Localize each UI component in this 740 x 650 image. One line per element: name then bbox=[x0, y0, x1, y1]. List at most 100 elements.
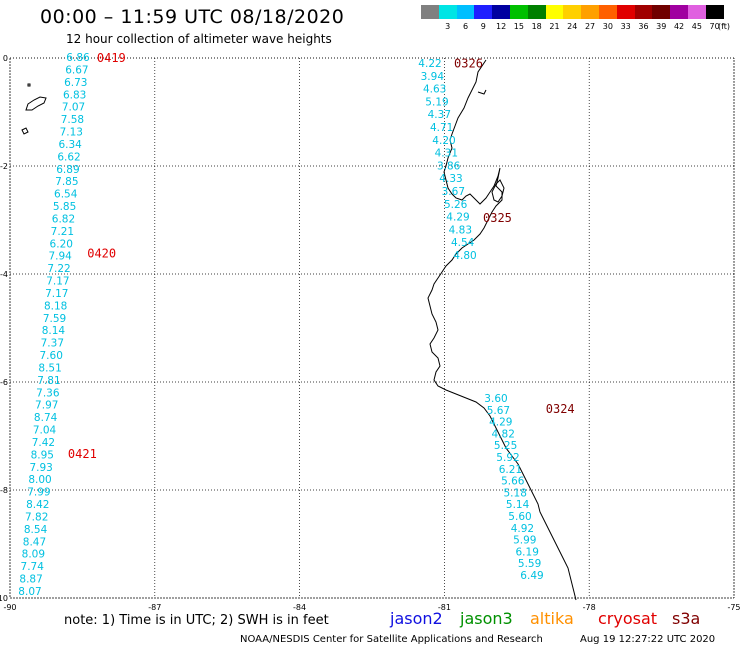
legend-label: 45 bbox=[691, 22, 702, 31]
color-scale-legend bbox=[421, 5, 724, 19]
legend-swatch bbox=[616, 5, 635, 19]
pass-time-labels: 0419 0420 0421 0326 0325 0324 bbox=[68, 51, 575, 461]
pass-time-label: 0420 bbox=[87, 246, 116, 260]
wave-height-label: 4.83 bbox=[449, 224, 472, 236]
satellite-legend-item: s3a bbox=[672, 609, 701, 628]
legend-unit: (ft) bbox=[718, 22, 731, 31]
legend-swatch bbox=[705, 5, 724, 19]
wave-height-label: 5.66 bbox=[501, 476, 525, 488]
wave-height-label: 4.22 bbox=[418, 58, 441, 70]
wave-height-label: 4.63 bbox=[423, 84, 446, 96]
legend-swatch bbox=[527, 5, 546, 19]
wave-height-label: 7.58 bbox=[61, 114, 84, 126]
wave-height-label: 4.80 bbox=[453, 250, 476, 262]
satellite-legend-item: altika bbox=[530, 609, 574, 628]
wave-height-label: 7.04 bbox=[33, 425, 57, 437]
footnote: note: 1) Time is in UTC; 2) SWH is in fe… bbox=[64, 613, 329, 628]
pass-time-label: 0324 bbox=[546, 402, 575, 416]
legend-swatch bbox=[563, 5, 582, 19]
legend-swatch bbox=[456, 5, 475, 19]
wave-height-label: 5.67 bbox=[487, 405, 510, 417]
coastline-south-america bbox=[427, 59, 577, 601]
wave-height-label: 5.14 bbox=[506, 499, 530, 511]
wave-height-label: 3.60 bbox=[484, 393, 507, 405]
wave-height-label: 5.85 bbox=[53, 201, 76, 213]
wave-height-label: 6.20 bbox=[50, 238, 73, 250]
wave-height-label: 3.67 bbox=[442, 186, 465, 198]
legend-label: 42 bbox=[673, 22, 685, 31]
wave-height-label: 7.82 bbox=[25, 511, 48, 523]
y-tick-label: -8 bbox=[0, 486, 8, 495]
wave-height-label: 6.21 bbox=[499, 464, 522, 476]
coastline-gulf-guayaquil bbox=[491, 179, 505, 203]
wave-height-label: 7.37 bbox=[41, 338, 64, 350]
x-tick-label: -81 bbox=[438, 603, 451, 612]
wave-height-label: 4.29 bbox=[489, 417, 512, 429]
legend-swatch bbox=[474, 5, 493, 19]
wave-height-label: 4.71 bbox=[430, 122, 453, 134]
y-tick-label: -2 bbox=[0, 162, 8, 171]
wave-height-label: 8.18 bbox=[44, 300, 67, 312]
legend-swatch bbox=[581, 5, 599, 19]
wave-height-label: 4.54 bbox=[451, 237, 475, 249]
wave-height-label: 8.74 bbox=[34, 412, 58, 424]
wave-height-label: 6.54 bbox=[54, 189, 78, 201]
wave-height-label: 4.33 bbox=[439, 173, 462, 185]
legend-label: 3 bbox=[445, 22, 451, 31]
wave-height-label: 7.99 bbox=[27, 487, 50, 499]
wave-height-label: 5.60 bbox=[508, 511, 531, 523]
legend-swatch bbox=[492, 5, 510, 19]
legend-label: 12 bbox=[495, 22, 507, 31]
wave-height-label: 7.81 bbox=[37, 375, 60, 387]
wave-height-label: 5.92 bbox=[496, 452, 519, 464]
wave-height-label: 8.09 bbox=[22, 549, 45, 561]
legend-swatch bbox=[509, 5, 528, 19]
y-tick-label: -6 bbox=[0, 378, 8, 387]
wave-height-label: 6.73 bbox=[64, 77, 87, 89]
wave-height-label: 5.99 bbox=[513, 535, 536, 547]
legend-swatch bbox=[687, 5, 706, 19]
legend-label: 70 bbox=[709, 22, 720, 31]
y-tick-label: -4 bbox=[0, 270, 8, 279]
wave-height-label: 4.82 bbox=[492, 428, 515, 440]
legend-label: 27 bbox=[584, 22, 596, 31]
map-title: 00:00 – 11:59 UTC 08/18/2020 bbox=[40, 6, 345, 28]
wave-height-label: 5.19 bbox=[425, 96, 448, 108]
pass-time-label: 0421 bbox=[68, 447, 97, 461]
wave-height-values: 6.866.676.736.837.077.587.136.346.626.89… bbox=[18, 52, 543, 598]
wave-height-label: 7.97 bbox=[35, 400, 58, 412]
wave-height-label: 6.49 bbox=[520, 570, 543, 582]
wave-height-label: 8.51 bbox=[38, 362, 61, 374]
legend-label: 39 bbox=[656, 22, 667, 31]
wave-height-label: 7.13 bbox=[60, 127, 83, 139]
wave-height-label: 6.86 bbox=[66, 52, 90, 64]
wave-height-label: 4.29 bbox=[446, 212, 469, 224]
legend-swatch bbox=[438, 5, 457, 19]
wave-height-label: 6.34 bbox=[58, 139, 82, 151]
legend-swatch bbox=[634, 5, 653, 19]
wave-height-label: 6.62 bbox=[57, 151, 80, 163]
coastline bbox=[21, 59, 577, 601]
legend-swatch bbox=[545, 5, 564, 19]
pass-time-label: 0325 bbox=[483, 211, 512, 225]
wave-height-label: 6.19 bbox=[516, 546, 539, 558]
y-tick-label: -10 bbox=[0, 594, 8, 603]
legend-label: 15 bbox=[513, 22, 524, 31]
wave-height-label: 7.36 bbox=[36, 387, 60, 399]
wave-height-label: 5.25 bbox=[494, 440, 517, 452]
x-tick-label: -78 bbox=[583, 603, 596, 612]
pass-time-label: 0419 bbox=[97, 51, 126, 65]
wave-height-label: 7.85 bbox=[55, 176, 78, 188]
satellite-legend-item: cryosat bbox=[598, 609, 658, 628]
legend-label: 30 bbox=[602, 22, 613, 31]
satellite-legend-item: jason3 bbox=[460, 609, 513, 628]
wave-height-label: 6.83 bbox=[63, 89, 86, 101]
wave-height-label: 3.86 bbox=[437, 160, 461, 172]
legend-swatch bbox=[598, 5, 617, 19]
wave-height-label: 3.94 bbox=[421, 71, 445, 83]
wave-height-label: 7.22 bbox=[47, 263, 70, 275]
legend-swatch bbox=[652, 5, 671, 19]
wave-height-label: 7.07 bbox=[62, 102, 85, 114]
